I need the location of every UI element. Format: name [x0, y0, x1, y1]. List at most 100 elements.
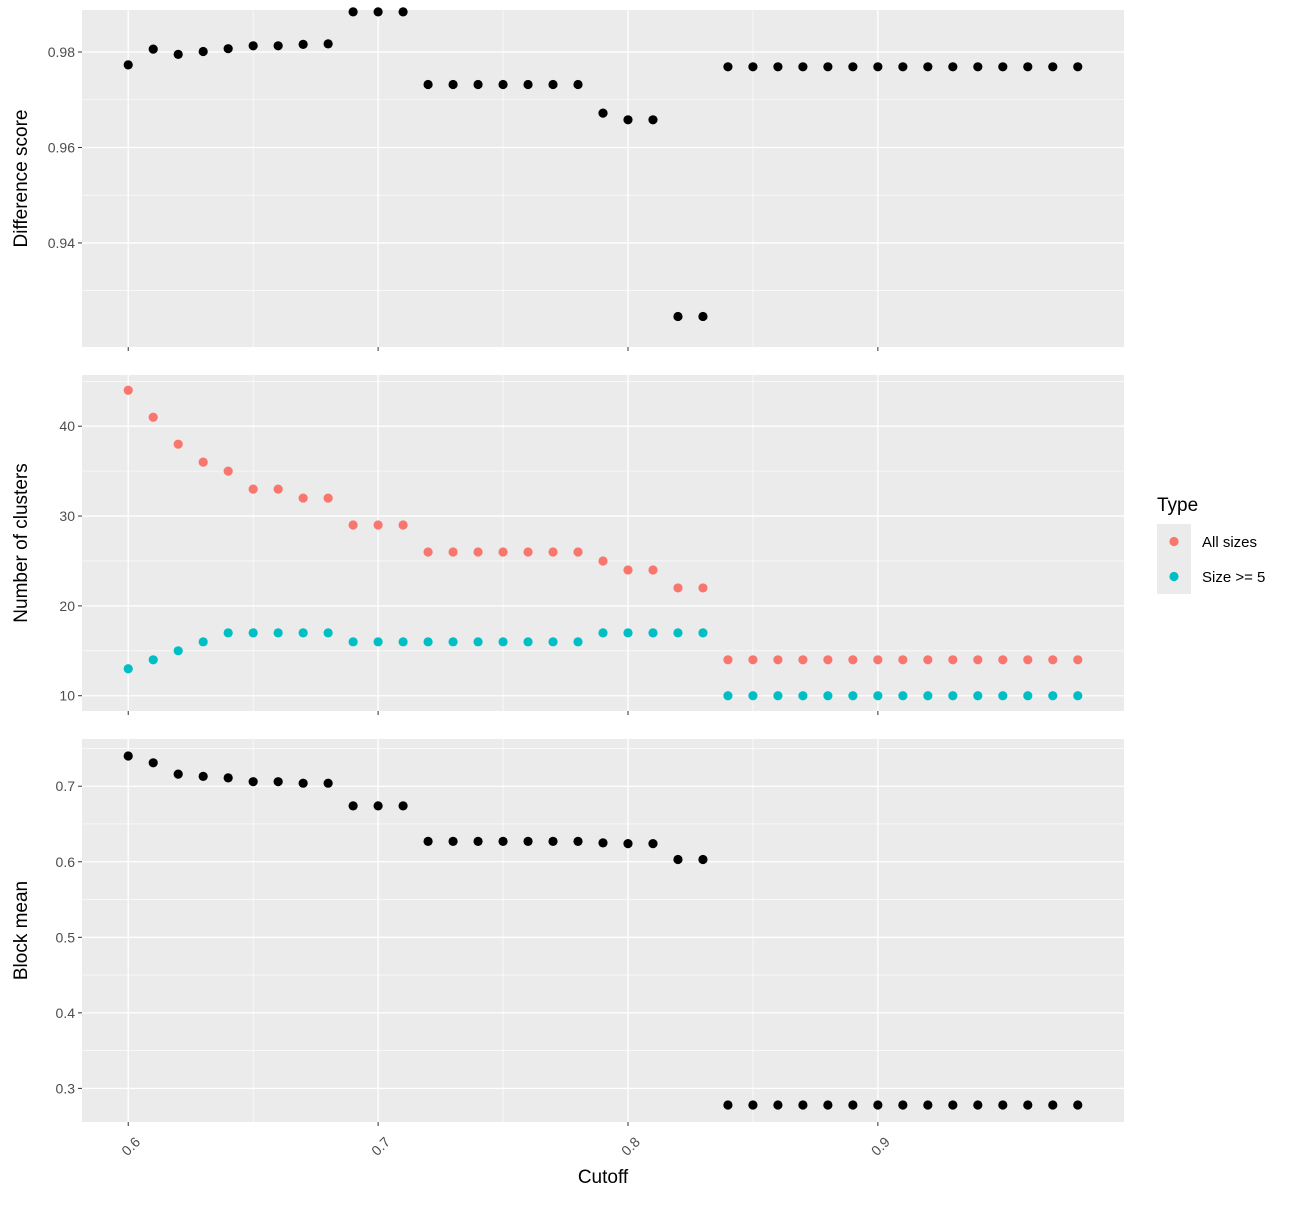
data-point: [648, 115, 658, 125]
series-1: [123, 7, 1083, 322]
data-point: [998, 1100, 1008, 1110]
data-point: [998, 655, 1008, 665]
data-point: [298, 39, 308, 49]
data-point: [448, 547, 458, 557]
data-point: [823, 655, 833, 665]
data-point: [223, 466, 233, 476]
data-point: [998, 62, 1008, 72]
data-point: [873, 1100, 883, 1110]
legend: Type All sizes Size >= 5: [1157, 495, 1265, 594]
data-point: [423, 79, 433, 90]
data-point: [898, 655, 908, 665]
y-tick-label: 30: [59, 508, 75, 524]
data-point: [248, 777, 258, 787]
legend-label: Size >= 5: [1202, 569, 1265, 586]
data-point: [223, 44, 233, 54]
data-point: [848, 1100, 858, 1110]
data-point: [698, 854, 708, 865]
data-point: [198, 637, 208, 647]
data-point: [598, 556, 608, 566]
data-point: [523, 547, 533, 557]
data-point: [173, 646, 183, 656]
y-tick-label: 0.98: [48, 44, 75, 60]
data-point: [1073, 1100, 1083, 1110]
data-point: [473, 637, 483, 647]
data-point: [473, 836, 483, 846]
data-point: [498, 547, 508, 557]
data-point: [573, 637, 583, 647]
y-tick-label: 0.4: [56, 1005, 76, 1021]
data-point: [323, 628, 333, 638]
y-tick-label: 20: [59, 598, 75, 614]
data-point: [773, 691, 783, 701]
data-point: [998, 691, 1008, 701]
data-point: [273, 777, 283, 787]
data-point: [498, 79, 508, 90]
data-point: [823, 1100, 833, 1110]
data-point: [873, 655, 883, 665]
data-point: [848, 62, 858, 72]
legend-title: Type: [1157, 495, 1198, 516]
y-tick-label: 0.94: [48, 235, 75, 251]
data-point: [423, 637, 433, 647]
data-point: [473, 547, 483, 557]
data-point: [598, 628, 608, 638]
data-point: [1048, 691, 1058, 701]
data-point: [773, 655, 783, 665]
data-point: [148, 44, 158, 54]
data-point: [473, 79, 483, 90]
data-point: [623, 115, 633, 125]
data-point: [898, 691, 908, 701]
data-point: [423, 547, 433, 557]
data-point: [1023, 655, 1033, 665]
data-point: [548, 836, 558, 846]
data-point: [523, 637, 533, 647]
data-point: [373, 637, 383, 647]
data-point: [398, 637, 408, 647]
data-point: [323, 39, 333, 49]
data-point: [573, 79, 583, 90]
data-point: [698, 583, 708, 593]
data-point: [748, 691, 758, 701]
data-point: [973, 655, 983, 665]
data-point: [573, 836, 583, 846]
data-point: [173, 439, 183, 449]
data-point: [348, 7, 358, 17]
series-size-5: [123, 628, 1083, 701]
panel-3: 0.3 0.4 0.5 0.6 0.7 Block mean: [11, 739, 1124, 1126]
y-tick-label: 40: [59, 418, 75, 434]
data-point: [348, 801, 358, 811]
data-point: [573, 547, 583, 557]
data-point: [973, 1100, 983, 1110]
data-point: [848, 655, 858, 665]
panel-background: [82, 739, 1124, 1122]
x-tick-label: 0.6: [118, 1134, 143, 1159]
panel-1: 0.94 0.96 0.98 Difference score: [11, 7, 1124, 351]
data-point: [648, 628, 658, 638]
data-point: [148, 655, 158, 665]
data-point: [748, 655, 758, 665]
y-axis-title: Block mean: [11, 881, 32, 980]
data-point: [948, 691, 958, 701]
data-point: [123, 60, 133, 70]
x-tick-label: 0.7: [368, 1134, 393, 1159]
data-point: [373, 7, 383, 17]
data-point: [948, 655, 958, 665]
data-point: [248, 628, 258, 638]
data-point: [823, 691, 833, 701]
data-point: [273, 484, 283, 494]
data-point: [548, 637, 558, 647]
data-point: [248, 41, 258, 51]
x-tick-label: 0.9: [868, 1134, 893, 1159]
data-point: [448, 637, 458, 647]
data-point: [373, 520, 383, 530]
y-axis-title: Difference score: [11, 110, 32, 248]
y-tick-label: 0.5: [56, 929, 76, 945]
data-point: [723, 691, 733, 701]
data-point: [1023, 1100, 1033, 1110]
y-tick-label: 0.96: [48, 139, 75, 155]
data-point: [398, 7, 408, 17]
data-point: [1073, 655, 1083, 665]
